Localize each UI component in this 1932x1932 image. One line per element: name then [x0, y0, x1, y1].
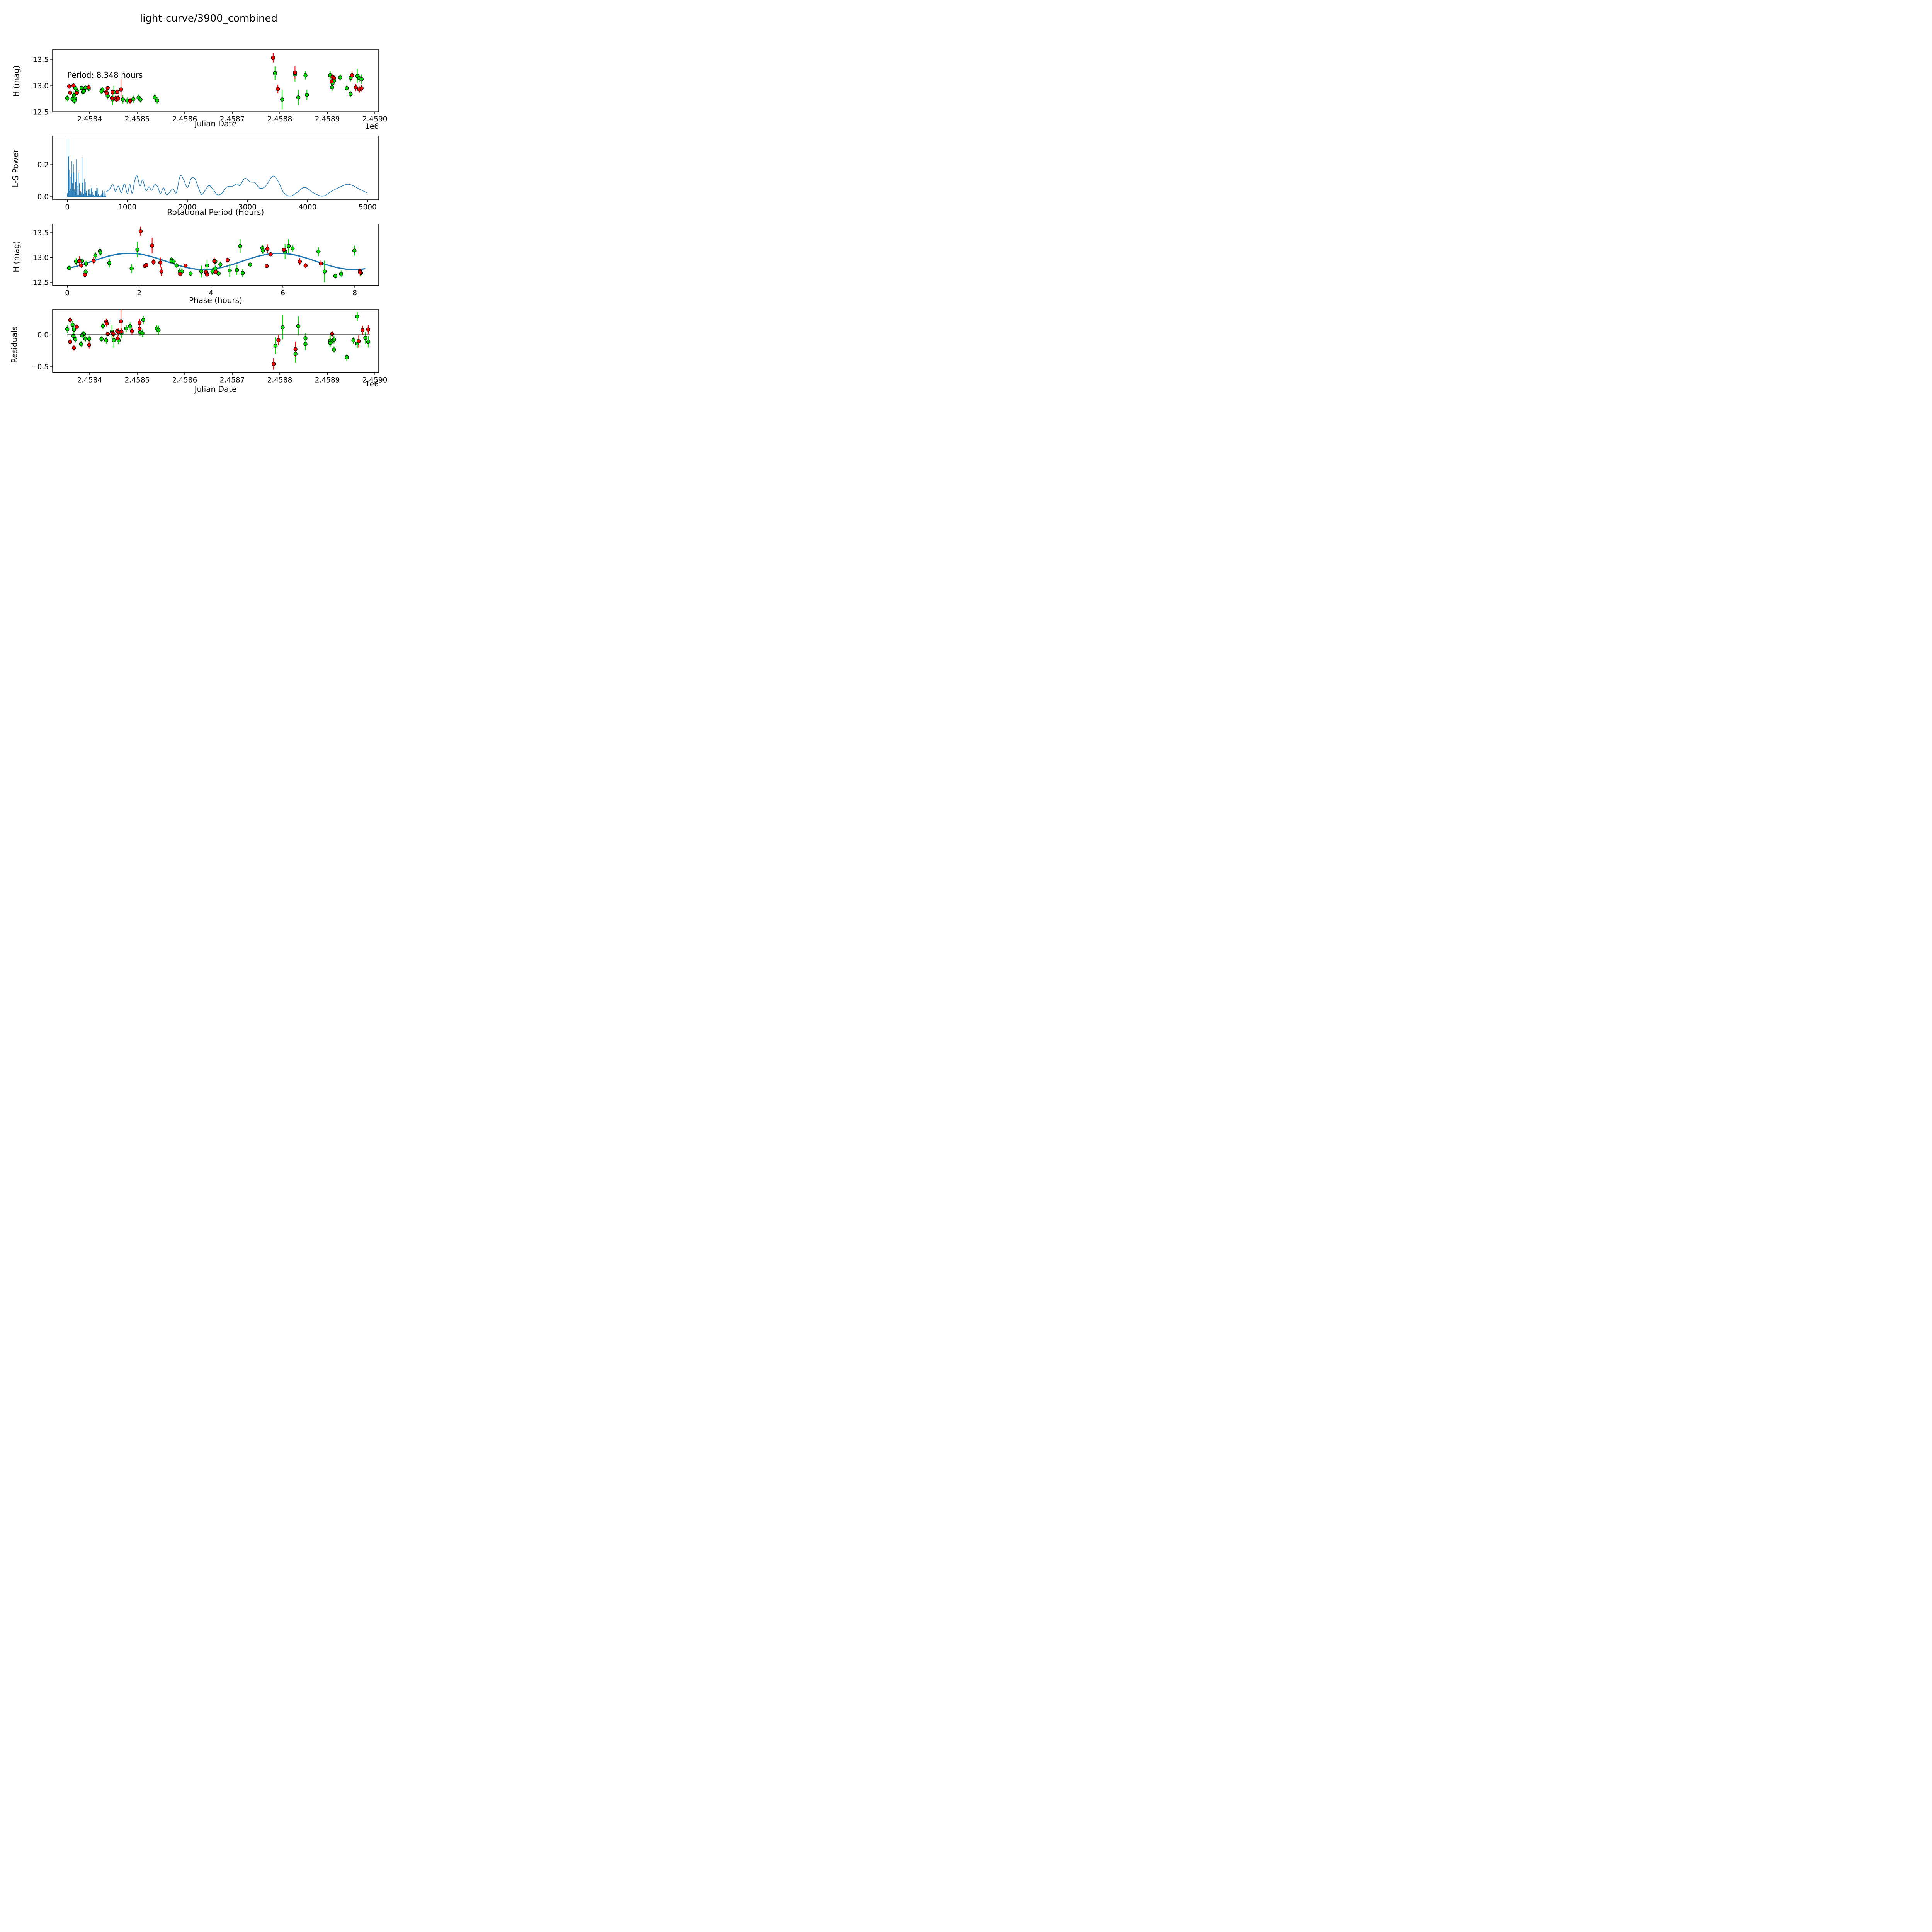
svg-text:1000: 1000 — [118, 203, 136, 211]
svg-text:0: 0 — [65, 203, 70, 211]
svg-text:0.0: 0.0 — [37, 193, 48, 201]
svg-text:2.4585: 2.4585 — [124, 115, 150, 123]
svg-text:0.2: 0.2 — [37, 161, 48, 169]
svg-text:12.5: 12.5 — [32, 279, 48, 287]
svg-text:2: 2 — [137, 289, 141, 297]
light-curve-figure: light-curve/3900_combined 2.4584 2.4585 2.… — [0, 0, 417, 417]
svg-text:12.5: 12.5 — [32, 109, 48, 117]
x-offset-1e6-bottom: 1e6 — [365, 380, 379, 388]
svg-text:3000: 3000 — [238, 203, 256, 211]
svg-text:0.0: 0.0 — [37, 331, 48, 339]
periodogram-plot: 0 1000 2000 3000 4000 5000 0.0 0.2 — [37, 136, 379, 211]
jd-lightcurve-plot: 2.4584 2.4585 2.4586 2.4587 2.4588 2.4589 2.45… — [32, 49, 387, 123]
svg-text:2.4586: 2.4586 — [172, 376, 197, 384]
ylabel-h-mag-top: H (mag) — [12, 65, 21, 97]
svg-text:2.4588: 2.4588 — [267, 115, 292, 123]
svg-text:2.4588: 2.4588 — [267, 376, 292, 384]
ylabel-h-mag-phase: H (mag) — [12, 241, 21, 272]
svg-text:13.5: 13.5 — [32, 56, 48, 64]
svg-text:4: 4 — [209, 289, 213, 297]
phase-lightcurve-plot: 0 2 4 6 8 13.5 13.0 12.5 — [32, 224, 379, 297]
xlabel-phase-hours: Phase (hours) — [189, 296, 242, 305]
period-annotation: Period: 8.348 hours — [67, 70, 143, 80]
svg-text:2.4586: 2.4586 — [172, 115, 197, 123]
svg-text:2.4584: 2.4584 — [77, 376, 102, 384]
ylabel-ls-power: L-S Power — [11, 150, 20, 187]
svg-text:2.4584: 2.4584 — [77, 115, 102, 123]
svg-text:−0.5: −0.5 — [31, 363, 49, 371]
svg-text:6: 6 — [281, 289, 285, 297]
svg-text:13.0: 13.0 — [32, 254, 48, 262]
svg-text:2.4589: 2.4589 — [315, 115, 340, 123]
svg-text:13.5: 13.5 — [32, 229, 48, 237]
xlabel-julian-date-top: Julian Date — [194, 119, 237, 128]
svg-text:8: 8 — [352, 289, 357, 297]
ylabel-residuals: Residuals — [10, 326, 19, 363]
svg-text:2.4585: 2.4585 — [124, 376, 150, 384]
svg-text:2.4587: 2.4587 — [219, 376, 245, 384]
figure-title: light-curve/3900_combined — [139, 13, 277, 24]
svg-text:2.4590: 2.4590 — [362, 376, 387, 384]
residuals-plot: 2.4584 2.4585 2.4586 2.4587 2.4588 2.4589 2.45… — [31, 309, 387, 384]
svg-text:0: 0 — [65, 289, 70, 297]
svg-text:2.4590: 2.4590 — [362, 115, 387, 123]
x-offset-1e6-top: 1e6 — [365, 122, 379, 131]
svg-text:2.4587: 2.4587 — [219, 115, 245, 123]
svg-text:2.4589: 2.4589 — [315, 376, 340, 384]
xlabel-julian-date-bottom: Julian Date — [194, 384, 237, 394]
xlabel-rotational-period: Rotational Period (Hours) — [167, 207, 264, 217]
svg-text:13.0: 13.0 — [32, 82, 48, 90]
svg-text:4000: 4000 — [298, 203, 316, 211]
svg-text:5000: 5000 — [358, 203, 376, 211]
svg-text:2000: 2000 — [178, 203, 196, 211]
